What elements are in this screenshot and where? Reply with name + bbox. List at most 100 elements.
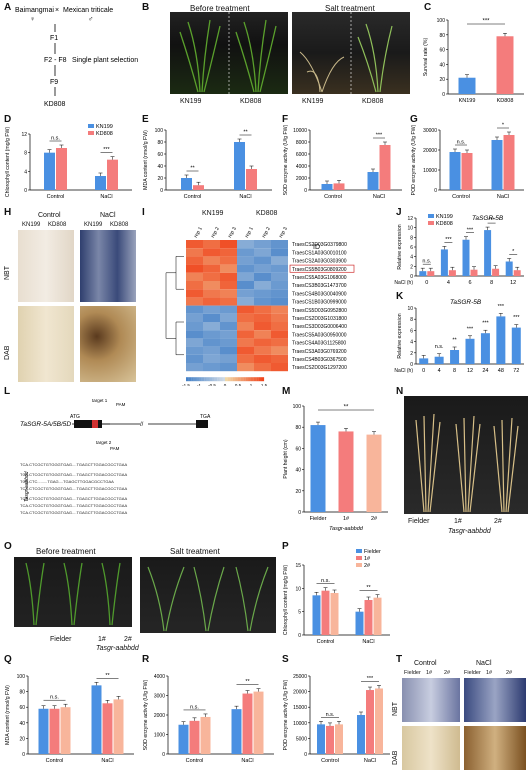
heatmap-row-label: TraesCS5B03G0809200 bbox=[292, 267, 347, 273]
svg-text:TCA.CTCGCTGTGGGTGAG....TGAGCTT: TCA.CTCGCTGTGGGTGAG....TGAGCTTGGACGCCTGA… bbox=[20, 503, 127, 508]
y-axis-label: Relative expression bbox=[397, 224, 403, 269]
heatmap-cell bbox=[186, 330, 203, 339]
x-tick-label: 12 bbox=[510, 280, 516, 286]
heatmap-cell bbox=[203, 363, 220, 372]
gen-f9: F9 bbox=[50, 79, 58, 86]
y-tick-label: 0 bbox=[304, 752, 307, 758]
before-treatment-title: Before treatment bbox=[190, 4, 250, 13]
y-tick-label: 2000 bbox=[296, 176, 307, 182]
x-tick-label: NaCl bbox=[364, 758, 376, 764]
l-target1: target 1 bbox=[92, 398, 108, 403]
scale-swatch bbox=[248, 377, 252, 382]
panel-label-f: F bbox=[282, 114, 289, 125]
legend-label: 1# bbox=[364, 556, 371, 562]
heatmap-cell bbox=[186, 256, 203, 265]
x-tick-label: 0 bbox=[425, 280, 428, 286]
line-kd808: KD808 bbox=[44, 101, 66, 108]
heatmap-row-label: TraesCS1B03G0999000 bbox=[292, 300, 347, 306]
heatmap-cell bbox=[186, 322, 203, 331]
heatmap-cell bbox=[220, 354, 237, 363]
heatmap-cell bbox=[186, 363, 203, 372]
dendrogram bbox=[175, 256, 184, 290]
parent-2: Mexican triticale bbox=[63, 7, 113, 14]
h-dab-control bbox=[18, 306, 74, 382]
heatmap-row-label: TraesCS4A03G1125800 bbox=[292, 341, 346, 347]
heatmap-cell bbox=[271, 330, 288, 339]
svg-text://: // bbox=[140, 422, 144, 428]
heatmap-cell bbox=[203, 322, 220, 331]
y-tick-label: 8 bbox=[24, 151, 27, 157]
x-tick-label: NaCl bbox=[497, 194, 509, 200]
scale-swatch bbox=[191, 377, 194, 382]
bar bbox=[367, 172, 379, 190]
heatmap-cell bbox=[254, 256, 271, 265]
heatmap-row-label: TraesCS5D03G0952800 bbox=[292, 308, 347, 314]
legend-swatch bbox=[356, 563, 362, 567]
bar bbox=[321, 184, 333, 190]
scale-swatch bbox=[261, 377, 265, 382]
heatmap-cell bbox=[186, 240, 203, 249]
y-axis-label: POD enzyme activity (U/g FW) bbox=[411, 124, 417, 195]
heatmap-cell bbox=[203, 281, 220, 290]
panel-label-t: T bbox=[396, 654, 403, 665]
panel-label-i: I bbox=[142, 207, 145, 218]
y-axis-label: MDA content (nmol/g FW) bbox=[5, 685, 11, 745]
bar bbox=[107, 159, 118, 190]
x-tick-label: KD808 bbox=[497, 98, 514, 104]
heatmap-cell bbox=[220, 281, 237, 290]
x-tick-label: Control bbox=[47, 194, 65, 200]
scale-swatch bbox=[217, 377, 220, 382]
heatmap-cell bbox=[237, 313, 254, 322]
bar bbox=[496, 316, 506, 364]
y-axis-label: SOD enzyme activity (U/g FW) bbox=[143, 679, 149, 750]
y-tick-label: 4 bbox=[410, 340, 413, 346]
y-axis-label: Chlorophyll content (mg/g FW) bbox=[5, 127, 11, 198]
x-tick-label: Control bbox=[186, 758, 204, 764]
bar bbox=[113, 699, 124, 754]
heatmap-cell bbox=[203, 338, 220, 347]
t-1-1: 1# bbox=[426, 670, 433, 676]
heatmap-cell bbox=[220, 256, 237, 265]
bar bbox=[484, 230, 492, 276]
y-tick-label: 100 bbox=[17, 674, 26, 680]
bar bbox=[375, 688, 383, 754]
bar bbox=[366, 690, 374, 754]
legend-swatch bbox=[88, 131, 94, 135]
scale-swatch bbox=[253, 377, 257, 382]
heatmap-cell bbox=[186, 313, 203, 322]
sig-label: *** bbox=[488, 218, 495, 224]
heatmap-cell bbox=[186, 338, 203, 347]
y-tick-label: 60 bbox=[157, 152, 163, 158]
heatmap-cell bbox=[254, 354, 271, 363]
h-nbt-label: NBT bbox=[4, 266, 11, 280]
bar bbox=[246, 169, 257, 190]
heatmap-cell bbox=[220, 297, 237, 306]
photo-salt-treatment bbox=[292, 12, 410, 94]
bar bbox=[234, 142, 245, 190]
bar bbox=[333, 183, 345, 190]
bar bbox=[178, 724, 189, 754]
h-dab-label: DAB bbox=[4, 345, 11, 360]
bar bbox=[373, 597, 382, 635]
scale-swatch bbox=[199, 377, 202, 382]
heatmap-cell bbox=[237, 264, 254, 273]
n-1: 1# bbox=[454, 518, 462, 525]
highlight-box bbox=[289, 264, 355, 273]
heatmap-row-label: TraesCS2D03G1031800 bbox=[292, 316, 347, 322]
y-tick-label: 5 bbox=[298, 610, 301, 616]
heatmap-cell bbox=[271, 240, 288, 249]
bar bbox=[419, 358, 429, 364]
bar bbox=[321, 590, 330, 635]
chart-sod-f: 0 2000 4000 6000 8000 10000 SOD enzyme activit… bbox=[283, 124, 402, 200]
panel-label-a: A bbox=[4, 2, 12, 13]
x-tick-label: Control bbox=[46, 758, 64, 764]
heatmap-cell bbox=[254, 363, 271, 372]
x-axis-label: NaCl (h) bbox=[394, 280, 413, 286]
bar bbox=[44, 152, 55, 190]
chart-survival-rate: 0 20 40 60 80 100 Survival rate (%) KN199 KD808 *… bbox=[423, 18, 524, 104]
scale-label: -1.5 bbox=[182, 383, 190, 386]
i-id-header: ID bbox=[313, 244, 320, 251]
x-tick-label: 0 bbox=[422, 368, 425, 374]
bar bbox=[503, 135, 515, 190]
